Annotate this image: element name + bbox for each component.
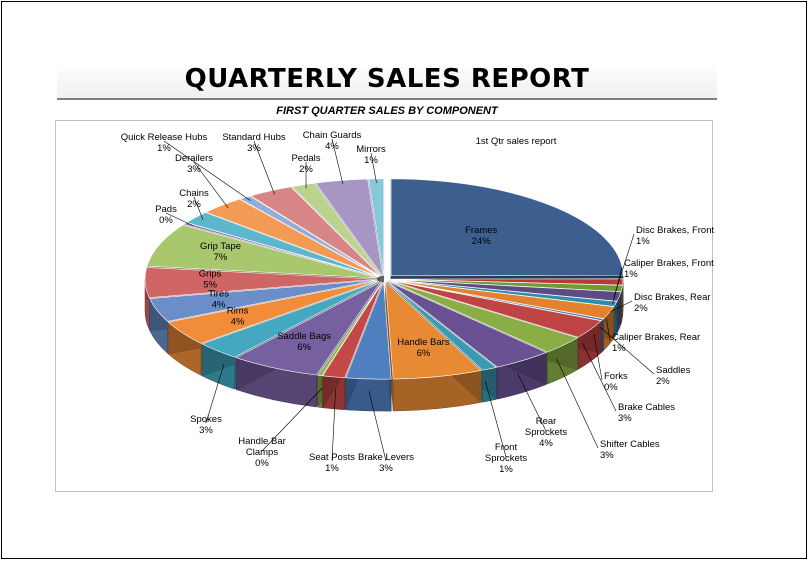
leader-line [593, 334, 603, 381]
data-labels: Frames 24% Disc Brakes, Front 1% Caliper Bra… [121, 130, 714, 475]
pie-slice-mirrors[interactable] [368, 178, 385, 276]
data-label: Mirrors 1% [356, 144, 386, 166]
data-label: Tires 4% [208, 289, 229, 311]
data-label: Forks 0% [604, 371, 628, 393]
leader-line [163, 140, 251, 201]
pie-slice-seat-posts[interactable] [322, 281, 383, 379]
data-label: Saddle Bags 6% [277, 331, 331, 353]
pie-slice-forks[interactable] [390, 279, 604, 321]
leader-line [331, 138, 344, 185]
leader-line [610, 300, 633, 313]
leader-line [193, 196, 204, 220]
leader-line [556, 358, 599, 449]
pie-slice-pedals[interactable] [290, 182, 382, 277]
pie-slice-grip-tape[interactable] [146, 224, 378, 279]
data-label: Rear Sprockets 4% [525, 416, 567, 449]
data-label: Disc Brakes, Rear 2% [634, 292, 711, 314]
leader-line [165, 212, 193, 226]
pie-slice-brake-cables[interactable] [389, 280, 602, 338]
report-subtitle: FIRST QUARTER SALES BY COMPONENT [276, 105, 498, 117]
pie-slice-brake-levers[interactable] [345, 282, 392, 380]
chart-title: 1st Qtr sales report [476, 136, 557, 147]
pie-slice-shifter-cables[interactable] [389, 280, 579, 353]
pie-tops [144, 178, 624, 380]
data-label: Disc Brakes, Front 1% [636, 225, 714, 247]
pie-chart[interactable]: Frames 24% Disc Brakes, Front 1% Caliper Bra… [55, 120, 714, 492]
data-label: Derailers 3% [175, 153, 213, 175]
pie-slice-rear-sprockets[interactable] [387, 281, 548, 368]
title-band: QUARTERLY SALES REPORT [57, 62, 717, 100]
leader-line [612, 266, 623, 305]
pie-slice-standard-hubs[interactable] [250, 186, 381, 277]
data-label: Rims 4% [227, 305, 249, 327]
pie-slice-handle-bars[interactable] [385, 281, 482, 380]
data-label: Brake Cables 3% [618, 402, 675, 424]
data-label: Pads 0% [155, 204, 177, 226]
data-label: Pedals 2% [291, 153, 320, 175]
data-label: Grip Tape 7% [200, 241, 241, 263]
data-label: Grips 5% [199, 269, 222, 291]
data-label: Quick Release Hubs 1% [121, 132, 208, 154]
leader-line [582, 343, 617, 412]
pie-slice-saddle-bags[interactable] [235, 281, 382, 376]
data-label: Handle Bars 6% [397, 337, 450, 359]
leader-line [485, 381, 507, 458]
pie-slice-tires[interactable] [149, 279, 378, 322]
data-label: Chain Guards 4% [303, 130, 362, 152]
pie-slice-spokes[interactable] [201, 280, 380, 358]
pie-slice-rims[interactable] [167, 280, 379, 344]
leader-line [600, 327, 655, 375]
pie-slice-quick-release-hubs[interactable] [239, 195, 381, 277]
leader-line [261, 387, 323, 452]
pie-slice-derailers[interactable] [205, 198, 380, 277]
pie-slice-front-sprockets[interactable] [386, 281, 497, 371]
leader-line [331, 389, 336, 462]
leader-line [253, 140, 275, 195]
data-label: Spokes 3% [190, 414, 222, 436]
data-label: Brake Levers 3% [358, 452, 414, 474]
leader-line [517, 373, 547, 432]
data-label: Front Sprockets 1% [485, 442, 527, 475]
leader-line [368, 390, 387, 462]
data-label: Caliper Brakes, Front 1% [624, 258, 714, 280]
pie-slice-chain-guards[interactable] [314, 178, 384, 277]
data-label: Seat Posts 1% [309, 452, 355, 474]
data-label: Caliper Brakes, Rear 1% [612, 332, 700, 354]
pie-slice-frames[interactable] [390, 178, 624, 277]
leader-line [193, 161, 229, 209]
report-title: QUARTERLY SALES REPORT [184, 64, 590, 94]
data-label: Standard Hubs 3% [222, 132, 286, 154]
pie-slice-grips[interactable] [144, 267, 378, 299]
data-label: Shifter Cables 3% [600, 439, 660, 461]
leader-line [606, 318, 611, 342]
leader-line [205, 363, 225, 424]
data-label: Saddles 2% [656, 365, 691, 387]
data-label: Handle Bar Clamps 0% [238, 436, 286, 469]
data-label: Chains 2% [179, 188, 209, 210]
pie-slice-handle-bar-clamps[interactable] [317, 281, 383, 377]
leader-lines [163, 138, 655, 462]
pie-chart-canvas: Frames 24% Disc Brakes, Front 1% Caliper Bra… [121, 130, 714, 475]
data-label: Frames 24% [465, 225, 497, 247]
leader-line [370, 152, 377, 183]
